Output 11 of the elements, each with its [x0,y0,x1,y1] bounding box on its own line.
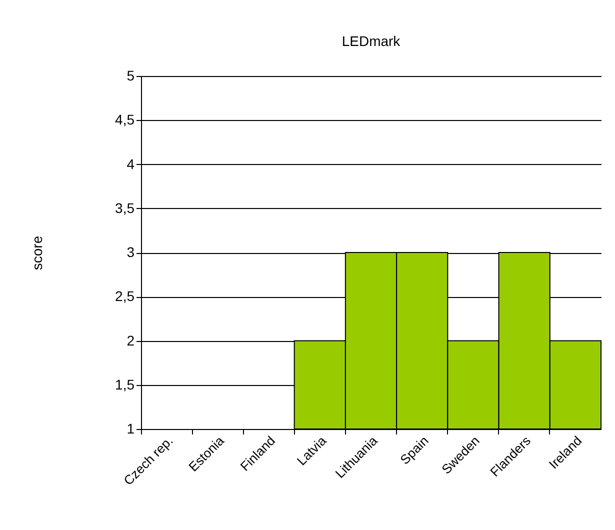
y-tick-label: 5 [126,68,135,84]
y-tick-label: 4,5 [115,112,135,128]
y-tick-label: 2,5 [115,288,135,304]
y-tick-label: 2 [126,332,135,348]
y-tick-label: 3,5 [115,200,135,216]
y-axis-title: score [29,236,46,270]
y-tick-label: 3 [126,244,135,260]
y-tick-label: 4 [126,156,135,172]
y-tick-label: 1 [126,420,135,436]
chart-title: LEDmark [342,33,402,49]
y-tick-label: 1,5 [115,376,135,392]
